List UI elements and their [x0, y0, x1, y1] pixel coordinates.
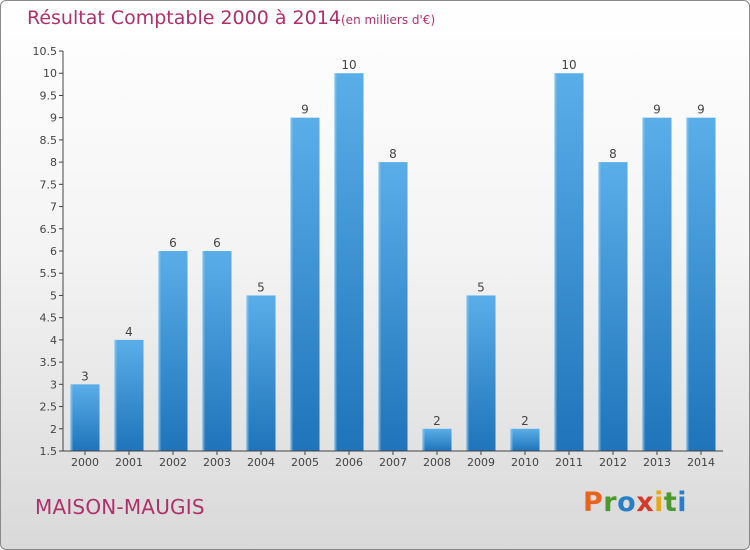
- bar-highlight: [246, 295, 249, 451]
- bar-highlight: [554, 73, 557, 451]
- logo-letter: x: [636, 487, 655, 518]
- bar-2000[interactable]: [70, 384, 100, 451]
- bar-2012[interactable]: [598, 162, 628, 451]
- bar-value-label: 8: [389, 147, 397, 161]
- bar-highlight: [686, 117, 689, 452]
- bar-highlight: [334, 73, 337, 451]
- y-tick-label: 2: [50, 423, 57, 436]
- x-tick-label: 2003: [203, 456, 231, 469]
- bar-value-label: 9: [301, 103, 309, 117]
- bar-2007[interactable]: [378, 162, 408, 451]
- bar-value-label: 3: [81, 369, 89, 383]
- x-tick-label: 2006: [335, 456, 363, 469]
- bar-2002[interactable]: [158, 251, 188, 451]
- y-tick-label: 8.5: [40, 134, 58, 147]
- bar-value-label: 4: [125, 325, 133, 339]
- bar-2001[interactable]: [114, 339, 144, 451]
- logo-letter: t: [663, 487, 678, 518]
- y-tick-label: 8: [50, 156, 57, 169]
- y-tick-label: 2.5: [40, 401, 58, 414]
- chart-title: Résultat Comptable 2000 à 2014: [27, 7, 341, 29]
- bar-value-label: 6: [169, 236, 177, 250]
- bar-highlight: [642, 117, 645, 452]
- bar-2004[interactable]: [246, 295, 276, 451]
- y-tick-label: 3.5: [40, 356, 58, 369]
- x-tick-label: 2000: [71, 456, 99, 469]
- x-tick-label: 2014: [687, 456, 715, 469]
- bar-2006[interactable]: [334, 73, 364, 451]
- logo-letter: i: [654, 487, 664, 518]
- bar-2011[interactable]: [554, 73, 584, 451]
- x-tick-label: 2012: [599, 456, 627, 469]
- bar-highlight: [158, 251, 161, 451]
- bar-2003[interactable]: [202, 251, 232, 451]
- bar-highlight: [114, 339, 117, 451]
- x-tick-label: 2013: [643, 456, 671, 469]
- bar-value-label: 5: [257, 280, 265, 294]
- bar-highlight: [510, 428, 513, 451]
- bar-highlight: [202, 251, 205, 451]
- x-tick-label: 2002: [159, 456, 187, 469]
- bar-2008[interactable]: [422, 428, 452, 451]
- bar-highlight: [378, 162, 381, 451]
- bar-2009[interactable]: [466, 295, 496, 451]
- x-tick-label: 2007: [379, 456, 407, 469]
- y-tick-label: 7: [50, 201, 57, 214]
- chart-subtitle: (en milliers d'€): [341, 13, 436, 27]
- x-tick-label: 2011: [555, 456, 583, 469]
- bar-value-label: 2: [433, 414, 441, 428]
- logo-letter: o: [617, 487, 637, 518]
- x-tick-label: 2008: [423, 456, 451, 469]
- y-tick-label: 4.5: [40, 312, 58, 325]
- bar-2013[interactable]: [642, 117, 672, 452]
- x-tick-label: 2009: [467, 456, 495, 469]
- bar-value-label: 6: [213, 236, 221, 250]
- bar-2014[interactable]: [686, 117, 716, 452]
- bar-value-label: 9: [653, 103, 661, 117]
- bar-highlight: [70, 384, 73, 451]
- bar-value-label: 2: [521, 414, 529, 428]
- bar-value-label: 10: [561, 58, 576, 72]
- y-tick-label: 10: [43, 67, 57, 80]
- bar-highlight: [290, 117, 293, 452]
- logo-letter: i: [677, 487, 688, 518]
- y-tick-label: 5.5: [40, 267, 58, 280]
- y-tick-label: 3: [50, 378, 57, 391]
- proxiti-logo[interactable]: Proxiti: [583, 487, 687, 518]
- bar-value-label: 8: [609, 147, 617, 161]
- y-tick-label: 4: [50, 334, 57, 347]
- bar-value-label: 5: [477, 280, 485, 294]
- y-tick-label: 10.5: [33, 45, 58, 58]
- y-tick-label: 5: [50, 289, 57, 302]
- x-tick-label: 2001: [115, 456, 143, 469]
- bar-2005[interactable]: [290, 117, 320, 452]
- y-tick-label: 6: [50, 245, 57, 258]
- y-tick-label: 9: [50, 112, 57, 125]
- bar-highlight: [598, 162, 601, 451]
- logo-letter: r: [603, 487, 618, 518]
- bar-highlight: [422, 428, 425, 451]
- logo-letter: P: [583, 487, 604, 518]
- y-tick-label: 7.5: [40, 178, 58, 191]
- bar-highlight: [466, 295, 469, 451]
- y-tick-label: 9.5: [40, 89, 58, 102]
- y-tick-label: 6.5: [40, 223, 58, 236]
- bar-2010[interactable]: [510, 428, 540, 451]
- x-tick-label: 2004: [247, 456, 275, 469]
- x-tick-label: 2010: [511, 456, 539, 469]
- y-tick-label: 1.5: [40, 445, 58, 458]
- location-label: MAISON-MAUGIS: [35, 495, 205, 519]
- bar-value-label: 10: [341, 58, 356, 72]
- bar-value-label: 9: [697, 103, 705, 117]
- x-tick-label: 2005: [291, 456, 319, 469]
